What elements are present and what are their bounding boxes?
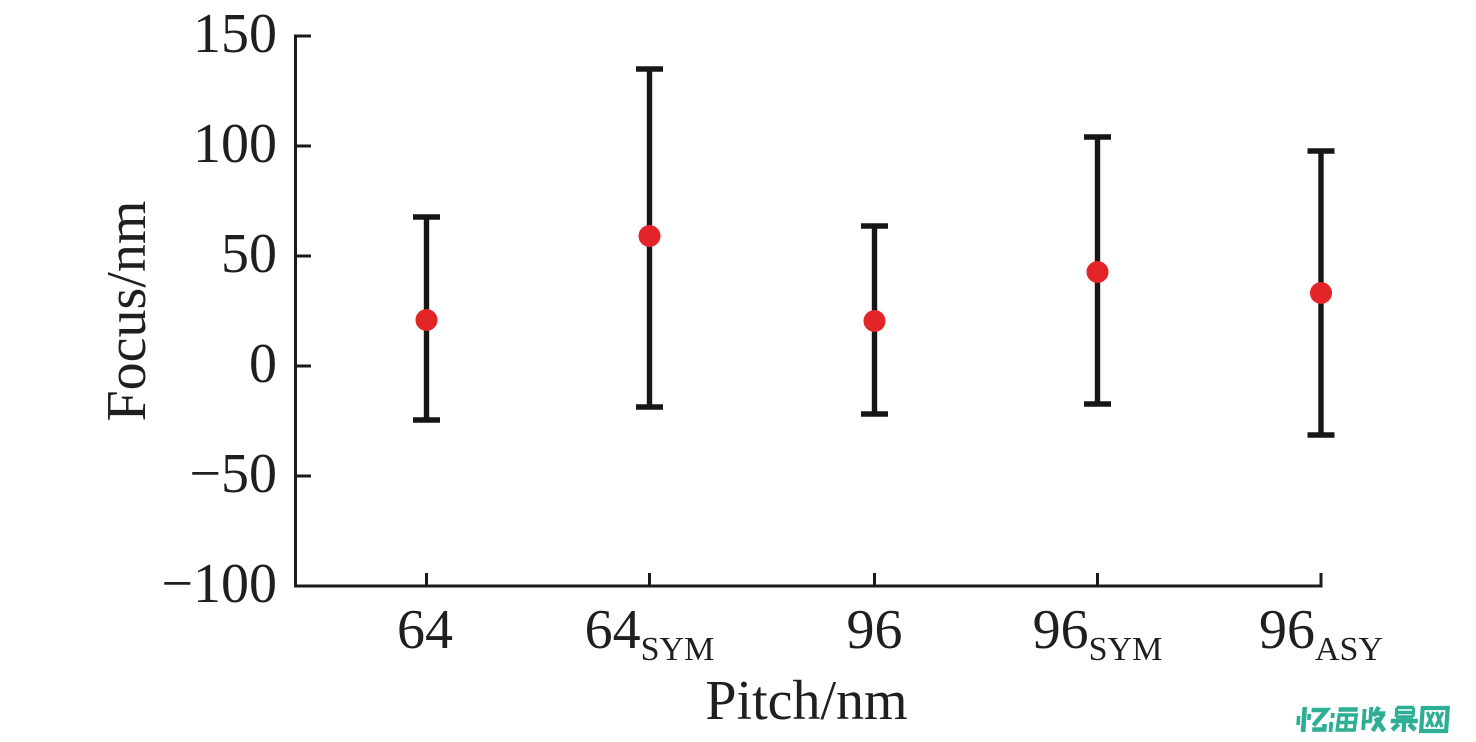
svg-text:Focus/nm: Focus/nm xyxy=(96,201,158,422)
svg-text:50: 50 xyxy=(221,223,277,285)
svg-text:64: 64 xyxy=(397,599,453,661)
svg-text:96SYM: 96SYM xyxy=(1033,599,1163,668)
svg-text:96: 96 xyxy=(847,599,903,661)
svg-text:0: 0 xyxy=(249,333,277,395)
svg-text:Pitch/nm: Pitch/nm xyxy=(705,670,907,732)
svg-text:150: 150 xyxy=(193,3,277,65)
svg-text:−100: −100 xyxy=(161,553,277,615)
svg-text:100: 100 xyxy=(193,113,277,175)
svg-text:−50: −50 xyxy=(189,443,277,505)
